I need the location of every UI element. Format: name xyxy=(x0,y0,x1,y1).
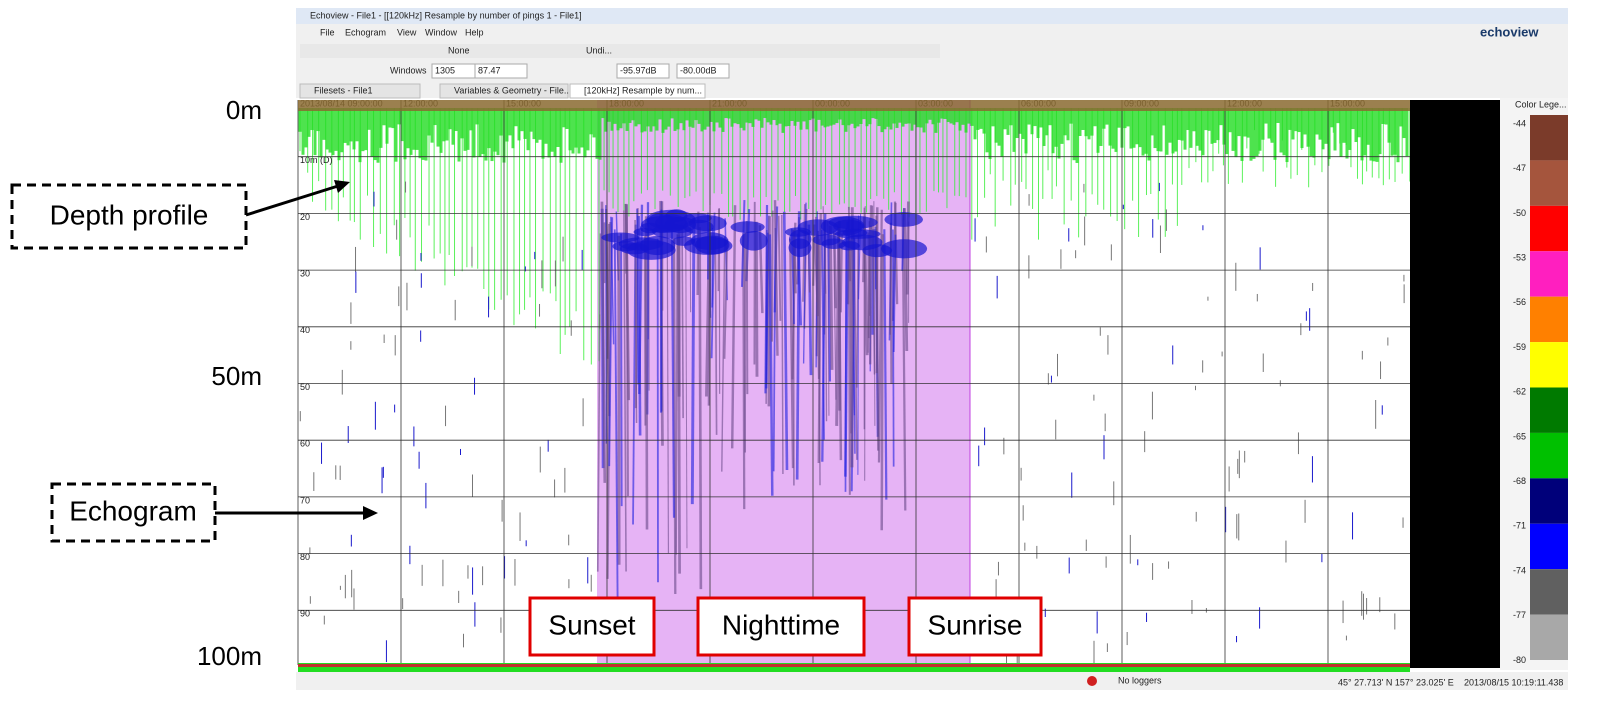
brand: echoview xyxy=(1480,24,1539,39)
scatter-layer xyxy=(646,216,647,529)
field-value: -80.00dB xyxy=(680,65,717,75)
scatter-layer xyxy=(765,205,767,393)
legend-value: -65 xyxy=(1513,431,1526,441)
legend-value: -44 xyxy=(1513,118,1526,128)
scatter-layer xyxy=(676,234,677,554)
scatter-blob xyxy=(691,232,729,250)
legend-value: -47 xyxy=(1513,163,1526,173)
callout: Echogram xyxy=(69,495,197,526)
depth-label: 10m (D) xyxy=(300,155,333,165)
callout: Depth profile xyxy=(50,199,209,230)
legend-swatch xyxy=(1530,524,1568,569)
tabs: Filesets - File1 Variables & Geometry - F… xyxy=(300,84,705,98)
period-label: Sunrise xyxy=(928,609,1023,640)
page: Echoview - File1 - [[120kHz] Resample by… xyxy=(0,0,1608,704)
legend-swatch xyxy=(1530,206,1568,251)
scatter-blob xyxy=(683,213,712,223)
depth-label: 70 xyxy=(300,495,310,505)
scatter-blob xyxy=(627,240,676,260)
menu-item[interactable]: File xyxy=(320,27,335,37)
menu-item[interactable]: Help xyxy=(465,27,484,37)
scatter-layer xyxy=(692,218,694,504)
legend-title: Color Lege... xyxy=(1515,99,1567,109)
legend-swatch xyxy=(1530,478,1568,523)
scatter-blob xyxy=(835,229,881,239)
status-time: 2013/08/15 10:19:11.438 xyxy=(1464,677,1563,687)
bottom-line xyxy=(298,664,1410,667)
depth-mark: 0m xyxy=(226,95,262,125)
night-shading xyxy=(597,100,970,665)
legend-value: -77 xyxy=(1513,610,1526,620)
legend-swatch xyxy=(1530,160,1568,205)
depth-label: 20 xyxy=(300,212,310,222)
depth-label: 50 xyxy=(300,382,310,392)
scatter-blob xyxy=(740,231,768,251)
legend-swatch xyxy=(1530,388,1568,433)
field-value: 87.47 xyxy=(478,65,501,75)
error-icon xyxy=(1087,676,1097,686)
tab-label[interactable]: Filesets - File1 xyxy=(314,85,373,95)
depth-label: 90 xyxy=(300,609,310,619)
period-label: Sunset xyxy=(548,609,635,640)
scatter-layer xyxy=(870,205,871,364)
depth-mark: 100m xyxy=(197,641,262,671)
scatter-layer xyxy=(700,227,701,589)
depth-label: 60 xyxy=(300,439,310,449)
scatter-blob xyxy=(641,216,688,233)
legend-swatch xyxy=(1530,433,1568,478)
legend-value: -59 xyxy=(1513,342,1526,352)
black-panel xyxy=(1410,100,1500,668)
legend-swatch xyxy=(1530,297,1568,342)
scatter-layer xyxy=(743,233,744,509)
legend-value: -62 xyxy=(1513,387,1526,397)
legend-swatch xyxy=(1530,251,1568,296)
window-title: Echoview - File1 - [[120kHz] Resample by… xyxy=(310,10,582,20)
scatter-blob xyxy=(785,227,811,236)
scatter-layer xyxy=(849,220,850,495)
scatter-blob xyxy=(731,221,765,233)
depth-mark: 50m xyxy=(211,361,262,391)
menu-item[interactable]: Window xyxy=(425,27,458,37)
menu-item[interactable]: Echogram xyxy=(345,27,386,37)
legend-value: -56 xyxy=(1513,297,1526,307)
undo-button[interactable]: Undi... xyxy=(586,45,612,55)
scatter-layer xyxy=(645,236,646,425)
legend-swatch xyxy=(1530,342,1568,387)
scatter-layer xyxy=(608,224,609,359)
windows-button[interactable]: Windows xyxy=(390,65,427,75)
status-loggers: No loggers xyxy=(1118,675,1162,685)
period-labels: Sunset Nighttime Sunrise xyxy=(530,598,1041,655)
legend-value: -80 xyxy=(1513,655,1526,665)
scatter-layer xyxy=(845,228,846,492)
legend-value: -68 xyxy=(1513,476,1526,486)
menu-item[interactable]: View xyxy=(397,27,417,37)
scatter-blob xyxy=(881,239,927,258)
toolbar xyxy=(300,44,940,58)
field-value: -95.97dB xyxy=(620,65,657,75)
status-position: 45° 27.713' N 157° 23.025' E xyxy=(1338,677,1454,687)
scatter-layer xyxy=(772,211,773,342)
scatter-layer xyxy=(682,223,683,418)
scatter-blob xyxy=(884,212,923,227)
legend-swatch xyxy=(1530,115,1568,160)
legend-value: -71 xyxy=(1513,521,1526,531)
depth-label: 30 xyxy=(300,268,310,278)
period-label: Nighttime xyxy=(722,609,840,640)
legend-value: -50 xyxy=(1513,208,1526,218)
time-ruler xyxy=(298,100,1410,111)
screenshot: Echoview - File1 - [[120kHz] Resample by… xyxy=(0,0,1608,704)
scatter-layer xyxy=(882,234,883,530)
field-value: 1305 xyxy=(435,65,455,75)
depth-label: 80 xyxy=(300,552,310,562)
legend-swatch xyxy=(1530,569,1568,614)
legend-value: -53 xyxy=(1513,252,1526,262)
legend-swatch xyxy=(1530,615,1568,660)
scatter-layer xyxy=(621,234,622,506)
tab-label[interactable]: [120kHz] Resample by num... xyxy=(584,85,702,95)
tab-label[interactable]: Variables & Geometry - File... xyxy=(454,85,571,95)
depth-label: 40 xyxy=(300,325,310,335)
legend-value: -74 xyxy=(1513,565,1526,575)
line-mode[interactable]: None xyxy=(448,45,470,55)
